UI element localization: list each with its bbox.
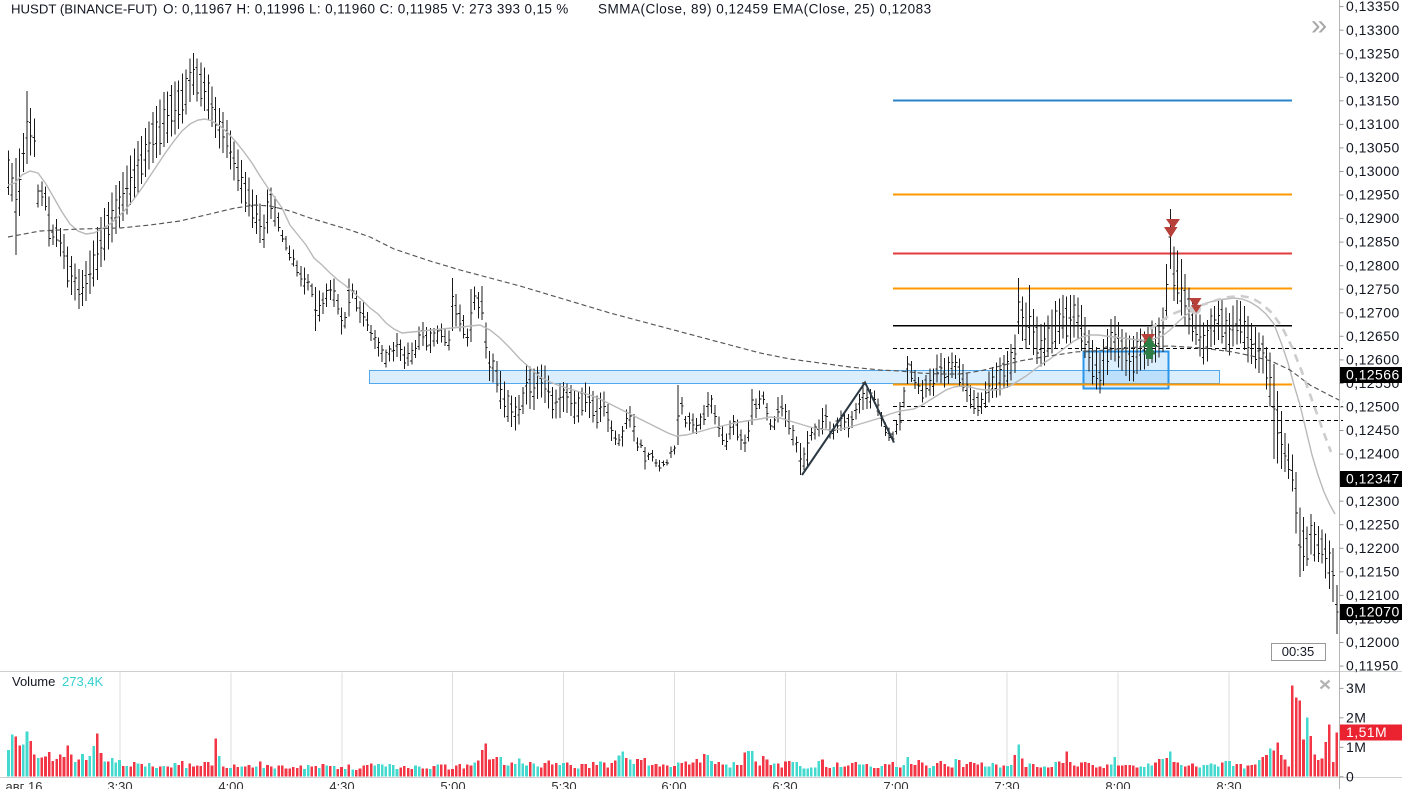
svg-text:0,12700: 0,12700 <box>1346 304 1400 320</box>
svg-text:0,12900: 0,12900 <box>1346 210 1400 226</box>
svg-text:2M: 2M <box>1346 709 1366 725</box>
svg-text:0,12500: 0,12500 <box>1346 399 1400 415</box>
svg-text:00:35: 00:35 <box>1282 644 1315 659</box>
svg-text:7:30: 7:30 <box>994 779 1019 789</box>
svg-text:8:30: 8:30 <box>1216 779 1241 789</box>
svg-text:7:00: 7:00 <box>883 779 908 789</box>
svg-text:0,12566: 0,12566 <box>1346 366 1400 382</box>
svg-text:0,12150: 0,12150 <box>1346 563 1400 579</box>
svg-text:4:00: 4:00 <box>218 779 243 789</box>
svg-text:0,12600: 0,12600 <box>1346 352 1400 368</box>
svg-text:0: 0 <box>1346 768 1354 784</box>
svg-text:0,12400: 0,12400 <box>1346 446 1400 462</box>
svg-text:0,13000: 0,13000 <box>1346 163 1400 179</box>
svg-text:0,12200: 0,12200 <box>1346 540 1400 556</box>
svg-text:8:00: 8:00 <box>1105 779 1130 789</box>
svg-text:0,12000: 0,12000 <box>1346 634 1400 650</box>
svg-text:0,13300: 0,13300 <box>1346 22 1400 38</box>
svg-text:0,12250: 0,12250 <box>1346 516 1400 532</box>
svg-text:0,12950: 0,12950 <box>1346 187 1400 203</box>
svg-text:1,51M: 1,51M <box>1346 724 1387 740</box>
svg-text:0,12450: 0,12450 <box>1346 422 1400 438</box>
svg-text:0,13100: 0,13100 <box>1346 116 1400 132</box>
svg-text:6:00: 6:00 <box>661 779 686 789</box>
svg-text:0,12070: 0,12070 <box>1346 603 1400 619</box>
svg-text:0,12650: 0,12650 <box>1346 328 1400 344</box>
svg-text:O: 0,11967 H: 0,11996 L: 0,1: O: 0,11967 H: 0,11996 L: 0,11960 C: 0,11… <box>163 2 569 17</box>
svg-text:5:00: 5:00 <box>440 779 465 789</box>
svg-text:SMMA(Close, 89) 0,12459 EMA(C: SMMA(Close, 89) 0,12459 EMA(Close, 25) 0… <box>598 2 932 17</box>
svg-text:0,12347: 0,12347 <box>1346 470 1400 486</box>
svg-text:1M: 1M <box>1346 739 1366 755</box>
svg-text:0,13200: 0,13200 <box>1346 69 1400 85</box>
svg-text:6:30: 6:30 <box>772 779 797 789</box>
svg-text:273,4K: 273,4K <box>62 674 104 689</box>
svg-text:0,13250: 0,13250 <box>1346 45 1400 61</box>
svg-text:0,11950: 0,11950 <box>1346 658 1399 674</box>
svg-text:авг 16: авг 16 <box>6 779 43 789</box>
svg-text:»: » <box>1311 10 1327 42</box>
svg-text:HUSDT (BINANCE-FUT): HUSDT (BINANCE-FUT) <box>11 2 157 17</box>
svg-text:0,12300: 0,12300 <box>1346 493 1400 509</box>
svg-text:4:30: 4:30 <box>329 779 354 789</box>
svg-text:5:30: 5:30 <box>551 779 576 789</box>
svg-text:0,12800: 0,12800 <box>1346 257 1400 273</box>
svg-text:3:30: 3:30 <box>107 779 132 789</box>
svg-text:0,13150: 0,13150 <box>1346 92 1400 108</box>
svg-text:0,13350: 0,13350 <box>1346 0 1400 14</box>
svg-text:0,12850: 0,12850 <box>1346 234 1400 250</box>
svg-text:0,12100: 0,12100 <box>1346 587 1400 603</box>
svg-text:Volume: Volume <box>12 674 55 689</box>
svg-text:0,13050: 0,13050 <box>1346 140 1400 156</box>
svg-text:3M: 3M <box>1346 680 1366 696</box>
svg-text:0,12750: 0,12750 <box>1346 281 1400 297</box>
